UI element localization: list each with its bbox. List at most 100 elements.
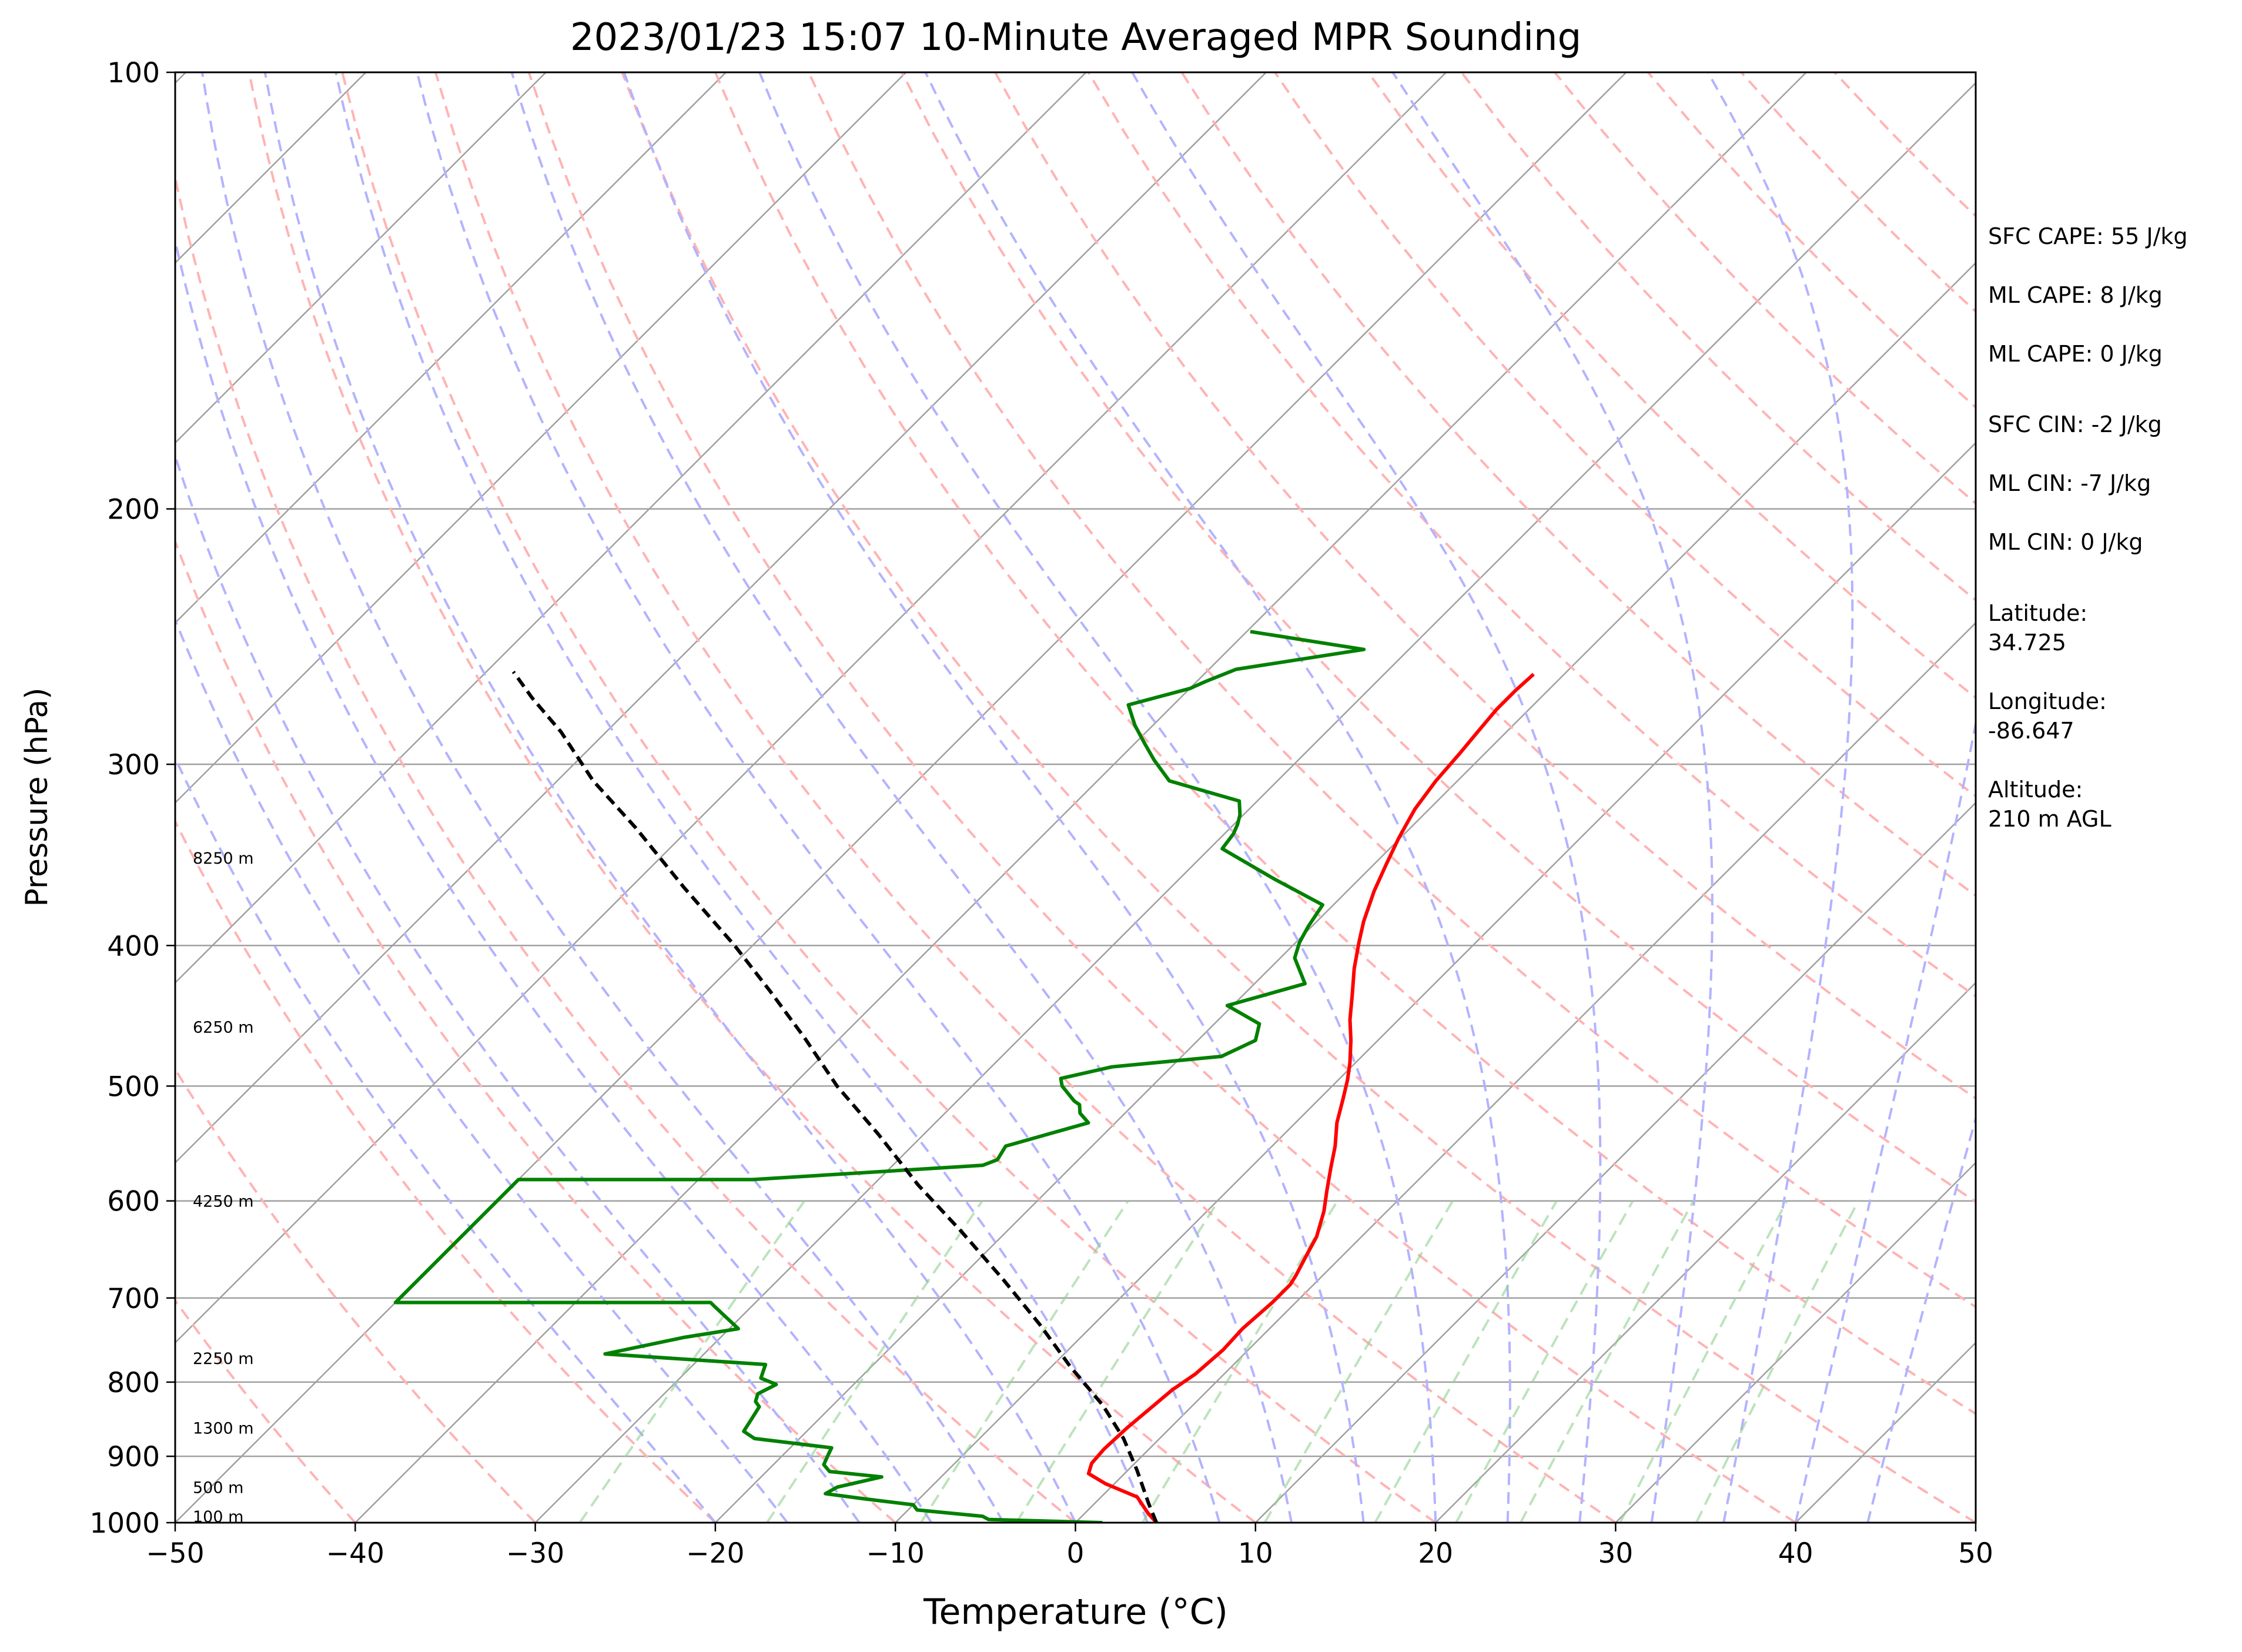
dry-adiabat xyxy=(994,72,1976,1100)
dry-adiabat xyxy=(341,72,1437,1523)
height-label: 500 m xyxy=(193,1479,243,1497)
moist-adiabat xyxy=(175,452,861,1523)
moist-adiabat xyxy=(1794,717,1976,1523)
moist-adiabat xyxy=(924,72,1511,1523)
mixing-ratio-line xyxy=(578,1200,806,1523)
moist-adiabat xyxy=(416,72,1221,1523)
isotherm-line xyxy=(175,72,1627,1523)
x-tick-label: −20 xyxy=(686,1537,744,1570)
isotherm-line xyxy=(0,72,6,1523)
y-tick-label: 400 xyxy=(107,930,160,962)
isotherm-line xyxy=(175,72,547,444)
moist-adiabat xyxy=(758,72,1437,1523)
dry-adiabat xyxy=(175,1298,356,1523)
stat-line: SFC CAPE: 55 J/kg xyxy=(1988,223,2188,249)
x-tick-label: −50 xyxy=(146,1537,204,1570)
stat-line: Longitude: xyxy=(1988,688,2107,714)
background-lines xyxy=(0,72,2242,1523)
moist-adiabat xyxy=(1391,72,1714,1523)
isotherm-line xyxy=(2156,72,2242,1523)
y-tick-label: 900 xyxy=(107,1441,160,1473)
mixing-ratio-line xyxy=(919,1200,1129,1523)
y-axis-label: Pressure (hPa) xyxy=(19,688,55,907)
isotherm-line xyxy=(534,82,1976,1523)
isotherm-line xyxy=(1615,1162,1976,1523)
height-label: 1300 m xyxy=(193,1419,254,1437)
stats-panel: SFC CAPE: 55 J/kg ML CAPE: 8 J/kg ML CAPE:… xyxy=(1988,223,2188,832)
y-tick-label: 200 xyxy=(107,494,160,526)
mixing-ratio-line xyxy=(1519,1200,1695,1523)
chart-title: 2023/01/23 15:07 10-Minute Averaged MPR … xyxy=(570,16,1581,59)
stat-line: ML CIN: 0 J/kg xyxy=(1988,529,2143,555)
x-tick-label: 40 xyxy=(1778,1537,1813,1570)
x-axis-label: Temperature (°C) xyxy=(923,1591,1228,1633)
moist-adiabat xyxy=(175,235,933,1523)
sounding-traces xyxy=(393,630,1535,1523)
y-axis-ticks: 1000 900 800 700 600 500 400 300 200 100 xyxy=(89,57,175,1540)
isotherm-line xyxy=(1435,981,1976,1523)
moist-adiabat xyxy=(510,72,1293,1523)
plot-frame xyxy=(174,71,1977,1524)
x-tick-label: 50 xyxy=(1958,1537,1993,1570)
moist-adiabat xyxy=(1706,72,1854,1523)
dry-adiabat xyxy=(1180,72,1976,898)
moist-adiabat xyxy=(334,72,1149,1523)
isotherm-line xyxy=(715,262,1976,1523)
dry-adiabat xyxy=(621,72,1976,1523)
x-tick-label: −10 xyxy=(866,1537,925,1570)
moist-adiabat xyxy=(1131,72,1602,1523)
dry-adiabat xyxy=(247,72,1257,1523)
height-label: 100 m xyxy=(193,1508,243,1526)
y-tick-label: 100 xyxy=(107,57,160,89)
mixing-ratio-line xyxy=(1455,1200,1634,1523)
mixing-ratio-line xyxy=(1695,1200,1860,1523)
x-tick-label: 20 xyxy=(1418,1537,1453,1570)
moist-adiabat xyxy=(623,72,1365,1523)
stat-line: Altitude: xyxy=(1988,777,2083,802)
y-tick-label: 500 xyxy=(107,1071,160,1103)
isotherm-line xyxy=(175,72,1087,984)
dry-adiabat xyxy=(175,171,1076,1523)
mixing-ratio-line xyxy=(766,1200,983,1523)
isotherm-line xyxy=(1254,801,1976,1523)
stat-line: SFC CIN: -2 J/kg xyxy=(1988,412,2162,437)
dry-adiabat xyxy=(1367,72,1976,700)
moist-adiabat xyxy=(175,755,717,1523)
temperature-line xyxy=(1086,673,1535,1523)
x-tick-label: −30 xyxy=(506,1537,564,1570)
isotherm-line xyxy=(354,72,1807,1523)
height-label: 8250 m xyxy=(193,850,254,868)
x-axis-ticks: −50 −40 −30 −20 −10 0 10 20 30 40 50 xyxy=(146,1523,1993,1570)
isotherm-line xyxy=(895,442,1976,1523)
x-tick-label: 30 xyxy=(1598,1537,1633,1570)
stat-line: ML CAPE: 0 J/kg xyxy=(1988,341,2163,367)
mixing-ratio-line xyxy=(1141,1200,1338,1523)
isotherm-line xyxy=(175,72,727,624)
stat-line: 210 m AGL xyxy=(1988,806,2112,832)
moist-adiabat xyxy=(201,72,1005,1523)
dry-adiabat xyxy=(714,72,1976,1416)
y-tick-label: 600 xyxy=(107,1186,160,1218)
moist-adiabat xyxy=(175,617,788,1523)
isotherm-line xyxy=(175,72,1447,1344)
x-tick-label: −40 xyxy=(326,1537,384,1570)
y-tick-label: 800 xyxy=(107,1367,160,1399)
height-label: 6250 m xyxy=(193,1018,254,1036)
x-tick-label: 0 xyxy=(1067,1537,1085,1570)
dewpoint-line xyxy=(393,630,1366,1523)
stat-line: ML CIN: -7 J/kg xyxy=(1988,470,2151,496)
isotherm-line xyxy=(175,72,907,804)
dry-adiabat xyxy=(527,72,1796,1523)
isotherm-line xyxy=(175,72,367,264)
stat-line: Latitude: xyxy=(1988,600,2087,626)
height-label: 4250 m xyxy=(193,1193,254,1211)
dry-adiabat xyxy=(1087,72,1976,998)
stat-line: ML CAPE: 8 J/kg xyxy=(1988,282,2163,308)
dry-adiabat xyxy=(175,538,896,1523)
parcel-line xyxy=(511,670,1159,1523)
y-tick-label: 1000 xyxy=(89,1507,160,1540)
isotherm-line xyxy=(175,72,1267,1164)
dry-adiabat xyxy=(434,72,1617,1523)
dry-adiabat xyxy=(901,72,1976,1203)
stat-line: -86.647 xyxy=(1988,718,2074,744)
